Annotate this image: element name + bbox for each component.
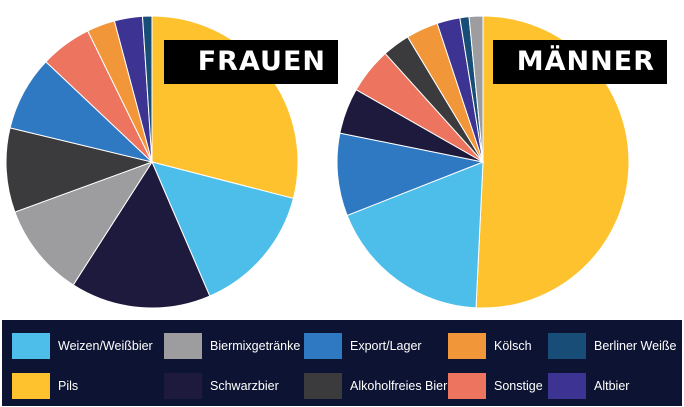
maenner-title: MÄNNER — [493, 40, 667, 84]
pie-slice-frauen-weizen-weissbier — [151, 161, 294, 297]
legend-item-sonstige: Sonstige — [448, 372, 543, 400]
legend-label: Pils — [58, 379, 79, 393]
legend-label: Biermixgetränke — [210, 339, 301, 353]
legend-swatch — [164, 333, 202, 359]
legend-swatch — [448, 333, 486, 359]
legend-item-pils: Pils — [12, 372, 78, 400]
pie-slice-frauen-schwarzbier — [72, 160, 211, 309]
legend-swatch — [12, 373, 50, 399]
legend-swatch — [164, 373, 202, 399]
legend-swatch — [304, 333, 342, 359]
legend-item-export: Export/Lager — [304, 332, 422, 360]
legend-item-berliner: Berliner Weiße — [548, 332, 676, 360]
legend-swatch — [304, 373, 342, 399]
legend-label: Alkoholfreies Bier — [350, 379, 448, 393]
legend-label: Weizen/Weißbier — [58, 339, 153, 353]
legend-label: Sonstige — [494, 379, 543, 393]
legend-label: Export/Lager — [350, 339, 422, 353]
legend-item-weizen: Weizen/Weißbier — [12, 332, 153, 360]
legend-label: Altbier — [594, 379, 630, 393]
legend-item-alkoholfrei: Alkoholfreies Bier — [304, 372, 447, 400]
legend-swatch — [548, 373, 586, 399]
legend-item-koelsch: Kölsch — [448, 332, 532, 360]
legend-label: Berliner Weiße — [594, 339, 677, 353]
frauen-title: FRAUEN — [164, 40, 338, 84]
pie-slice-maenner-biermixgetraenke — [468, 15, 484, 163]
pie-slice-frauen-alkoholfreies-bier — [5, 127, 154, 213]
legend-swatch — [12, 333, 50, 359]
pie-slice-frauen-berliner-weisse — [141, 15, 153, 163]
legend-swatch — [548, 333, 586, 359]
legend-item-biermix: Biermixgetränke — [164, 332, 300, 360]
legend-item-schwarzbier: Schwarzbier — [164, 372, 279, 400]
legend-swatch — [448, 373, 486, 399]
legend-label: Schwarzbier — [210, 379, 279, 393]
legend-item-altbier: Altbier — [548, 372, 629, 400]
pie-charts — [5, 15, 630, 309]
pie-slice-maenner-export-lager — [336, 132, 485, 217]
legend-label: Kölsch — [494, 339, 532, 353]
pie-slice-maenner-weizen-weissbier — [346, 161, 484, 309]
pie-slice-frauen-biermixgetraenke — [14, 161, 154, 286]
legend: Weizen/Weißbier Biermixgetränke Export/L… — [2, 320, 682, 406]
pie-slice-maenner-pils — [475, 15, 630, 309]
